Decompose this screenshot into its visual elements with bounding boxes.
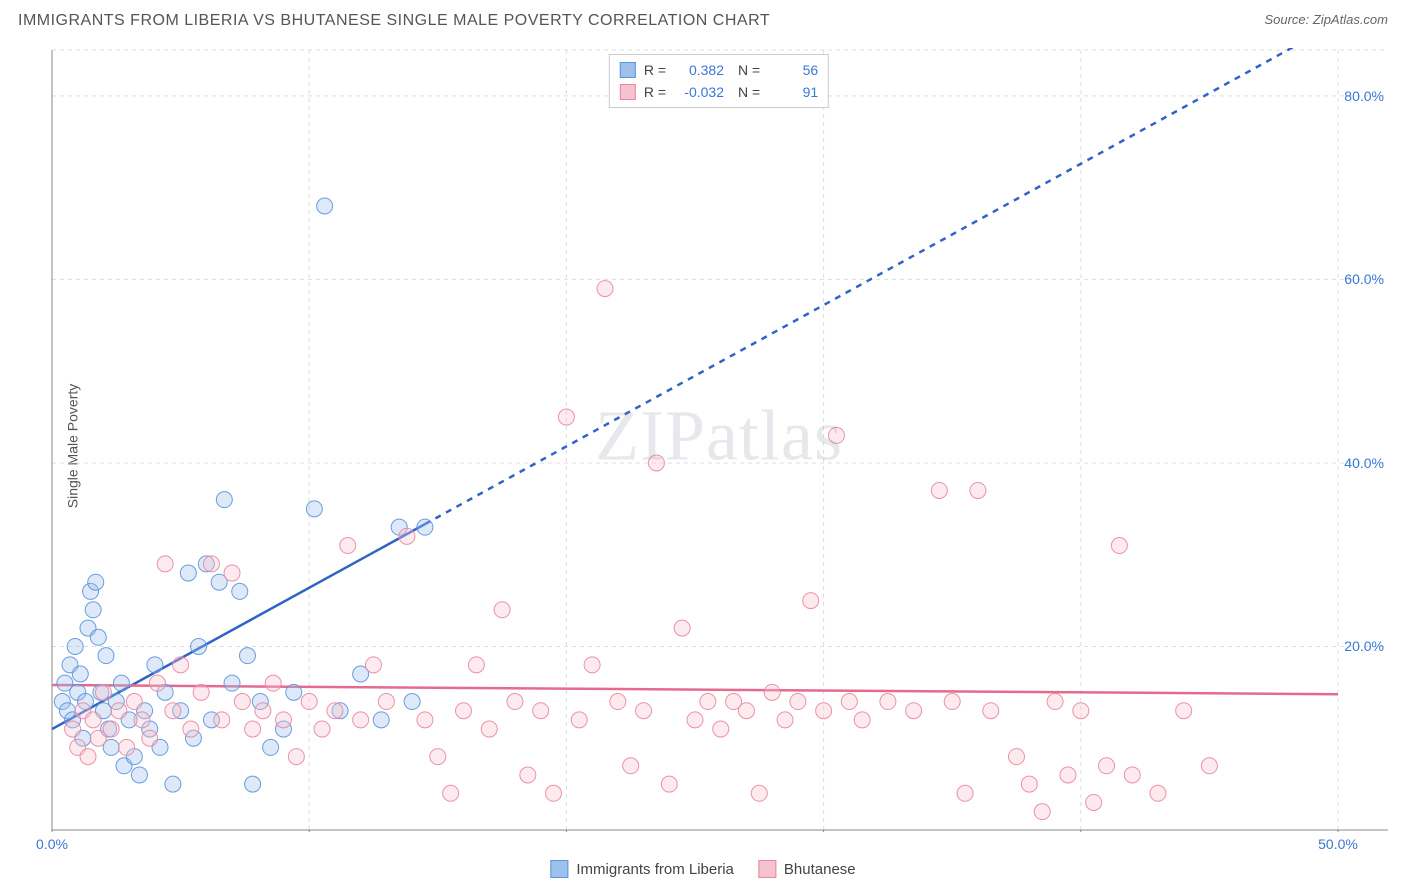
legend-item-liberia: Immigrants from Liberia	[550, 860, 734, 878]
chart-title: IMMIGRANTS FROM LIBERIA VS BHUTANESE SIN…	[18, 12, 770, 30]
y-tick-label: 80.0%	[1344, 88, 1384, 104]
legend-stats: R = 0.382 N = 56 R = -0.032 N = 91	[609, 54, 829, 108]
source-label: Source: ZipAtlas.com	[1264, 12, 1388, 27]
legend-stats-row: R = -0.032 N = 91	[620, 81, 818, 103]
legend-stats-row: R = 0.382 N = 56	[620, 59, 818, 81]
plot-area: ZIPatlas R = 0.382 N = 56 R = -0.032 N =…	[50, 48, 1388, 832]
legend-series: Immigrants from Liberia Bhutanese	[550, 860, 855, 878]
y-tick-label: 40.0%	[1344, 455, 1384, 471]
source-name: ZipAtlas.com	[1313, 12, 1388, 27]
title-bar: IMMIGRANTS FROM LIBERIA VS BHUTANESE SIN…	[0, 0, 1406, 36]
x-tick-label: 50.0%	[1318, 836, 1358, 852]
legend-swatch-icon	[758, 860, 776, 878]
legend-swatch-icon	[550, 860, 568, 878]
legend-swatch-liberia	[620, 62, 636, 78]
legend-swatch-bhutanese	[620, 84, 636, 100]
x-axis-tick-labels: 0.0%50.0%	[50, 836, 1388, 856]
y-tick-label: 20.0%	[1344, 638, 1384, 654]
scatter-plot	[50, 48, 1388, 832]
x-tick-label: 0.0%	[36, 836, 68, 852]
y-tick-label: 60.0%	[1344, 271, 1384, 287]
legend-item-bhutanese: Bhutanese	[758, 860, 856, 878]
